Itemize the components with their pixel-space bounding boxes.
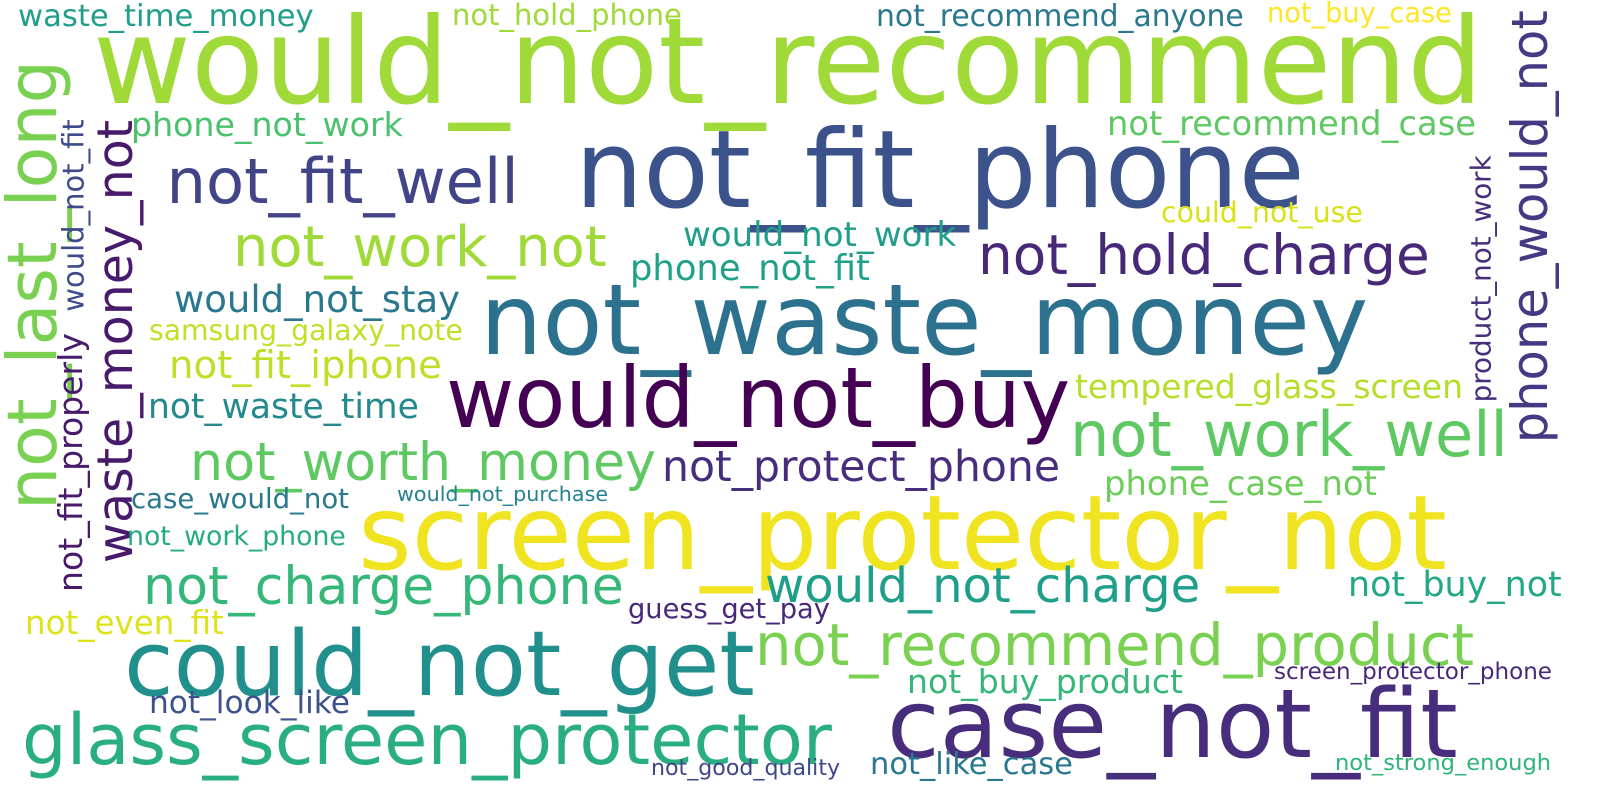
phrase-not-recommend-product: not_recommend_product — [755, 612, 1475, 679]
phrase-samsung-galaxy-note: samsung_galaxy_note — [149, 314, 463, 347]
phrase-not-worth-money: not_worth_money — [190, 432, 656, 493]
phrase-not-like-case: not_like_case — [870, 746, 1073, 782]
phrase-not-buy-case: not_buy_case — [1267, 0, 1452, 29]
phrase-not-strong-enough: not_strong_enough — [1335, 750, 1552, 776]
phrase-would-not-work: would_not_work — [683, 215, 957, 255]
phrase-could-not-get: could_not_get — [124, 612, 755, 717]
phrase-phone-case-not: phone_case_not — [1104, 464, 1377, 503]
phrase-waste-time-money: waste_time_money — [18, 0, 314, 34]
phrase-phone-not-fit: phone_not_fit — [630, 247, 870, 289]
phrase-would-not-stay: would_not_stay — [174, 278, 461, 321]
phrase-case-not-fit: case_not_fit — [887, 668, 1458, 780]
phrase-product-not-work: product_not_work — [1464, 154, 1498, 402]
phrase-not-protect-phone: not_protect_phone — [662, 442, 1061, 492]
phrase-would-not-buy: would_not_buy — [446, 349, 1071, 447]
phrase-not-waste-time: not_waste_time — [148, 387, 419, 427]
phrase-not-good-quality: not_good_quality — [651, 754, 841, 781]
phrase-not-even-fit: not_even_fit — [25, 604, 224, 642]
phrase-not-fit-phone: not_fit_phone — [575, 108, 1305, 233]
phrase-not-fit-well: not_fit_well — [166, 144, 519, 218]
phrase-not-waste-money: not_waste_money — [480, 264, 1369, 378]
phrase-not-hold-charge: not_hold_charge — [978, 223, 1430, 287]
phrase-case-would-not: case_would_not — [131, 483, 349, 515]
phrase-phone-would-not: phone_would_not — [1500, 9, 1559, 443]
phrase-not-work-not: not_work_not — [233, 214, 607, 280]
phrase-not-buy-not: not_buy_not — [1348, 564, 1562, 605]
phrase-phone-not-work: phone_not_work — [131, 104, 403, 144]
phrase-not-fit-iphone: not_fit_iphone — [169, 343, 442, 388]
phrase-guess-get-pay: guess_get_pay — [628, 593, 830, 625]
phrase-not-recommend-case: not_recommend_case — [1107, 104, 1477, 143]
phrase-tempered-glass-screen: tempered_glass_screen — [1075, 367, 1463, 406]
phrase-not-look-like: not_look_like — [149, 685, 351, 721]
phrase-not-fit-properly: not_fit_properly — [50, 333, 90, 592]
phrase-could-not-use: could_not_use — [1161, 196, 1363, 229]
phrase-not-work-phone: not_work_phone — [127, 520, 346, 552]
phrase-glass-screen-protector: glass_screen_protector — [22, 699, 832, 781]
phrase-not-hold-phone: not_hold_phone — [452, 0, 682, 32]
phrase-screen-protector-not: screen_protector_not — [358, 473, 1447, 594]
phrase-screen-protector-phone: screen_protector_phone — [1274, 659, 1552, 685]
phrase-would-not-purchase: would_not_purchase — [397, 481, 609, 506]
phrase-not-buy-product: not_buy_product — [907, 661, 1184, 701]
phrase-would-not-fit: would_not_fit — [56, 118, 91, 312]
phrase-would-not-recommend: would_not_recommend — [93, 0, 1484, 132]
phrase-would-not-charge: would_not_charge — [765, 557, 1201, 614]
phrase-not-recommend-anyone: not_recommend_anyone — [876, 0, 1244, 34]
phrase-not-work-well: not_work_well — [1070, 398, 1508, 471]
phrase-not-charge-phone: not_charge_phone — [143, 556, 624, 617]
